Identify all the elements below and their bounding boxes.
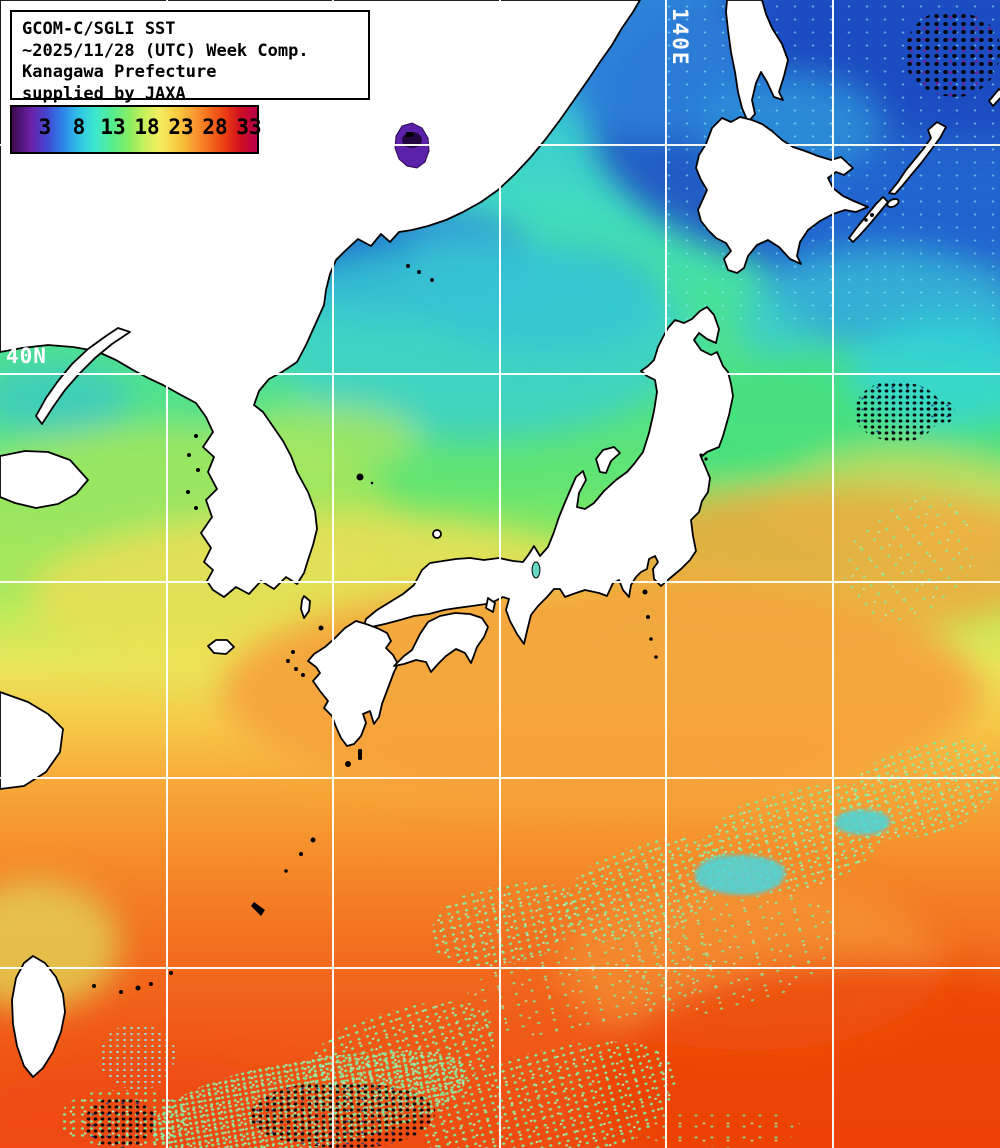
landmass-urup	[988, 88, 1000, 107]
gridline-125e	[166, 0, 168, 1148]
cold-patch	[100, 1025, 175, 1090]
cloud-speckle-patch	[250, 1083, 435, 1148]
cold-patch	[695, 855, 785, 895]
landmass-awaji	[485, 597, 496, 613]
cold-patch	[835, 810, 890, 835]
landmass-tsushima	[300, 595, 311, 619]
colorbar-tick: 18	[134, 115, 160, 139]
cloud-speckle-patch	[925, 400, 955, 425]
title-line-supplier: supplied by JAXA	[22, 83, 186, 104]
landmass-oki	[432, 529, 442, 539]
landmass-honshu	[362, 306, 734, 645]
gridline-135e	[499, 0, 501, 1148]
lake-biwa	[531, 561, 541, 579]
sea-ice-speckle-patch	[905, 12, 1000, 97]
temperature-colorbar: 3 8 13 18 23 28 33	[10, 105, 262, 154]
colorbar-tick: 33	[236, 115, 262, 139]
landmass-taiwan	[11, 955, 66, 1078]
longitude-label: 140E	[668, 8, 692, 67]
gridline-140e	[665, 0, 667, 1148]
colorbar-tick: 28	[202, 115, 228, 139]
landmass-china-east-coast	[0, 691, 64, 790]
cloud-speckle-patch	[640, 1110, 800, 1148]
gridline-130e	[332, 0, 334, 1148]
colorbar-tick: 3	[38, 115, 52, 139]
landmass-sakhalin	[725, 0, 789, 123]
small-island-specks	[92, 213, 874, 994]
colorbar-tick: 8	[72, 115, 86, 139]
title-line-date: ~2025/11/28 (UTC) Week Comp.	[22, 40, 309, 61]
landmass-iturup	[888, 121, 947, 195]
title-line-product: GCOM-C/SGLI SST	[22, 19, 176, 39]
title-box: GCOM-C/SGLI SST ~2025/11/28 (UTC) Week C…	[10, 10, 370, 104]
latitude-label: 40N	[6, 344, 47, 368]
colorbar-tick: 23	[168, 115, 194, 139]
landmass-hokkaido	[695, 116, 869, 274]
landmass-jeju	[207, 639, 235, 655]
landmass-liaodong-peninsula	[35, 327, 131, 425]
gridline-145e	[832, 0, 834, 1148]
landmass-sado	[595, 446, 621, 474]
landmass-kyushu	[307, 620, 399, 747]
landmass-shikotan	[886, 198, 900, 208]
colorbar-tick: 13	[100, 115, 126, 139]
landmass-shandong-peninsula	[0, 450, 89, 509]
cloud-speckle-patch	[85, 1098, 155, 1148]
title-line-region: Kanagawa Prefecture	[22, 62, 217, 82]
landmass-shikoku	[393, 612, 489, 673]
